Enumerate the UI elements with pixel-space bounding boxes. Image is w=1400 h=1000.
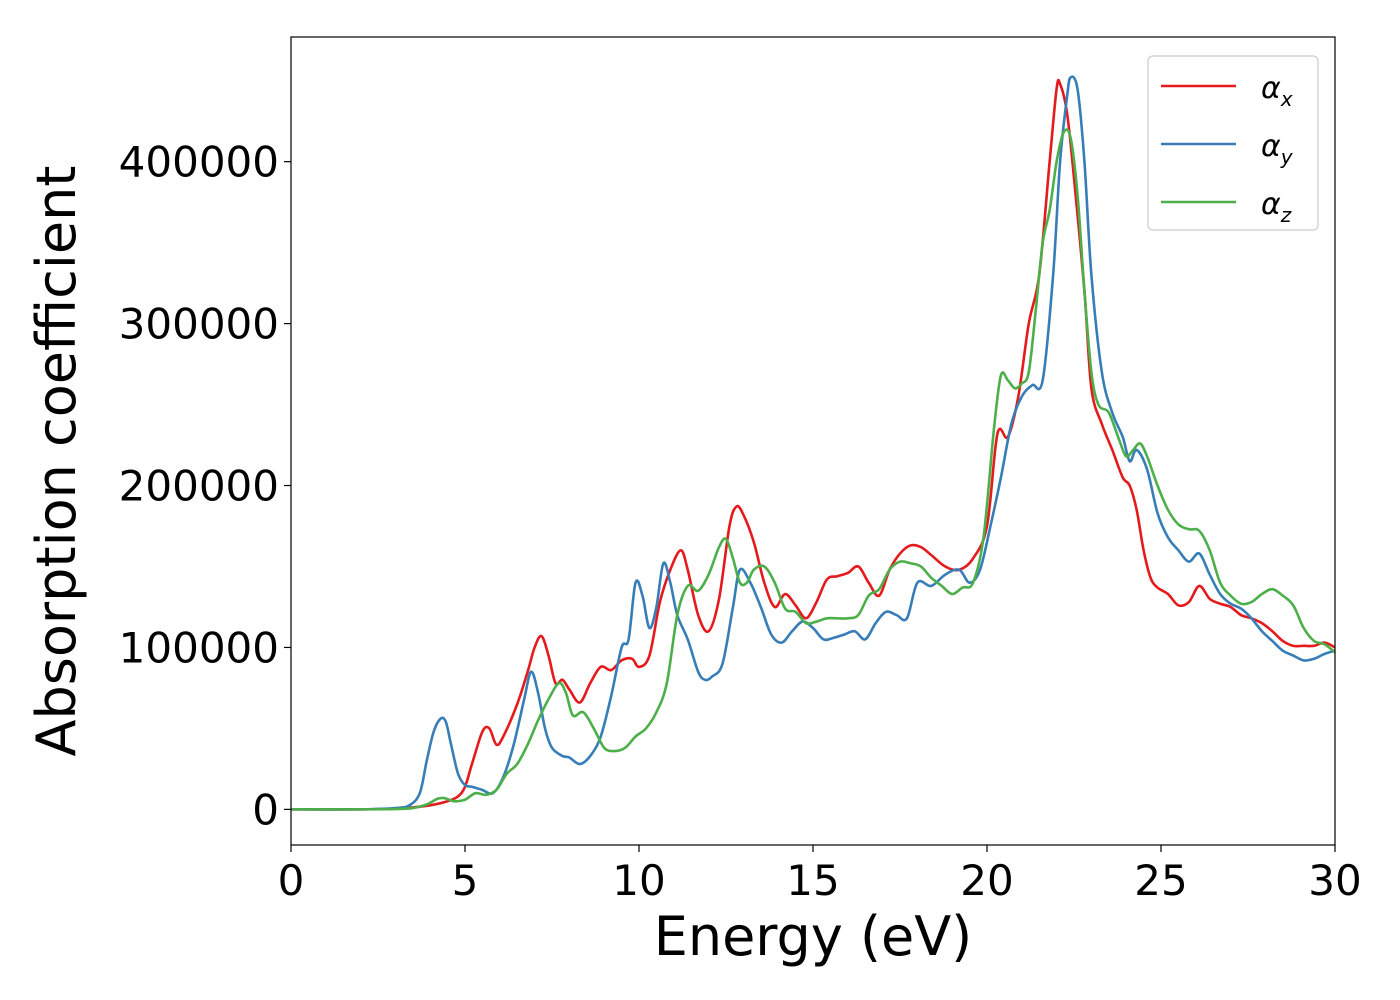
x-tick-label: 10 — [612, 856, 665, 905]
y-tick-label: 300000 — [119, 300, 279, 349]
x-tick-label: 25 — [1134, 856, 1187, 905]
x-tick-label: 15 — [786, 856, 839, 905]
y-tick-label: 100000 — [119, 623, 279, 672]
x-axis: 0 5 10 15 20 25 30 — [278, 845, 1362, 905]
series-line-y — [291, 75, 1335, 811]
x-tick-label: 30 — [1308, 856, 1361, 905]
legend-label-y: αy — [1261, 129, 1294, 169]
y-tick-label: 400000 — [119, 138, 279, 187]
legend-label-z: αz — [1261, 187, 1292, 227]
plot-lines — [291, 75, 1335, 811]
y-axis: 0 100000 200000 300000 400000 — [119, 138, 291, 834]
x-tick-label: 20 — [960, 856, 1013, 905]
y-axis-label: Absorption coefficient — [25, 166, 88, 757]
series-line-x — [291, 78, 1335, 811]
legend: αx αy αz — [1147, 55, 1319, 231]
y-tick-label: 200000 — [119, 462, 279, 511]
y-tick-label: 0 — [252, 785, 279, 834]
x-tick-label: 5 — [452, 856, 479, 905]
legend-label-x: αx — [1261, 71, 1293, 111]
x-axis-label: Energy (eV) — [654, 905, 973, 968]
x-tick-label: 0 — [278, 856, 305, 905]
series-line-z — [291, 128, 1335, 811]
